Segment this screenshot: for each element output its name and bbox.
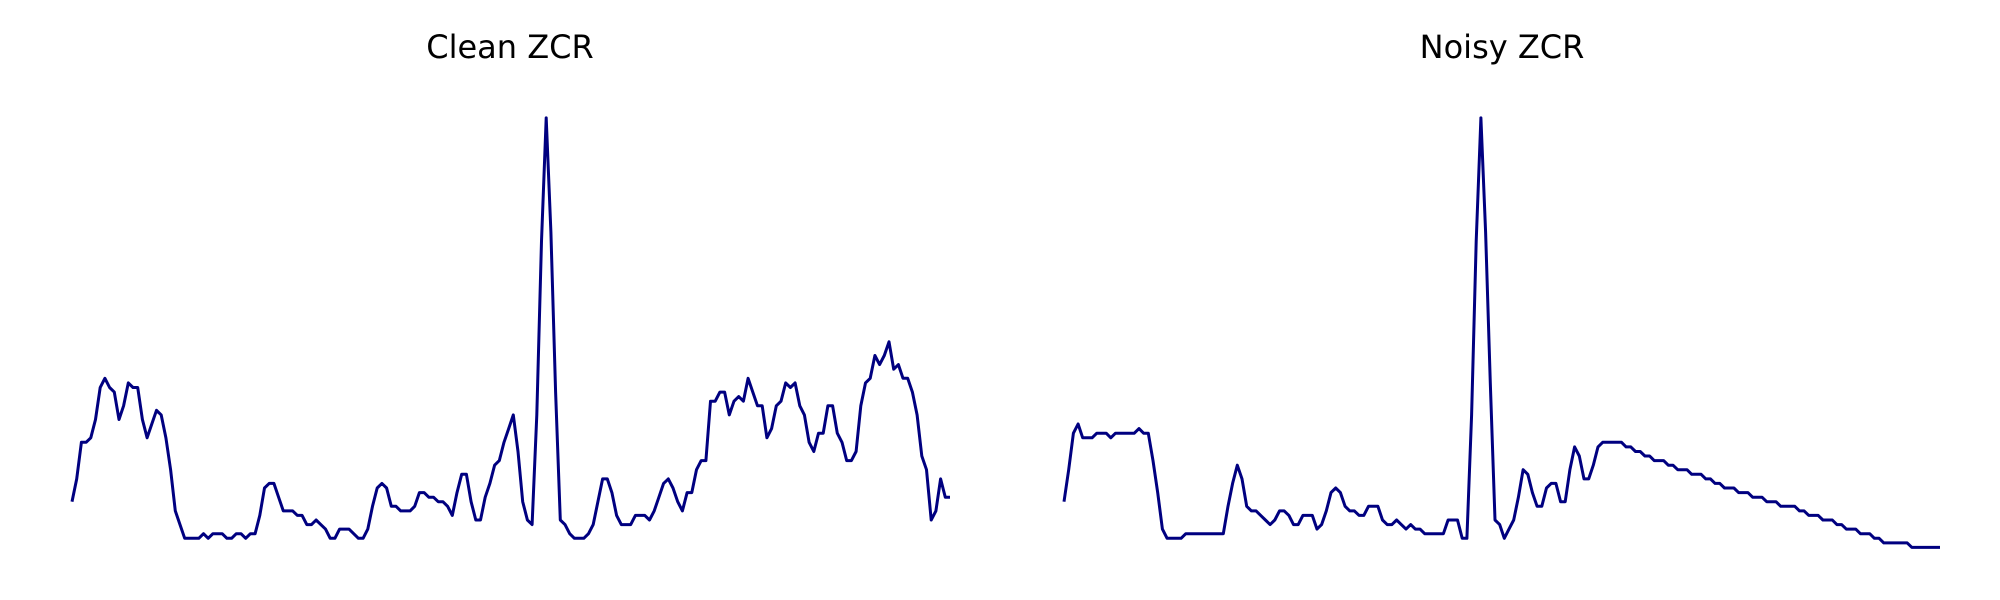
noisy-zcr-line [1062, 116, 1940, 549]
clean-zcr-line [70, 116, 950, 540]
noisy-zcr-title: Noisy ZCR [1420, 28, 1585, 66]
noisy-zcr-panel: Noisy ZCR [1062, 28, 1940, 549]
clean-zcr-panel: Clean ZCR [70, 28, 950, 540]
clean-zcr-title: Clean ZCR [426, 28, 593, 66]
